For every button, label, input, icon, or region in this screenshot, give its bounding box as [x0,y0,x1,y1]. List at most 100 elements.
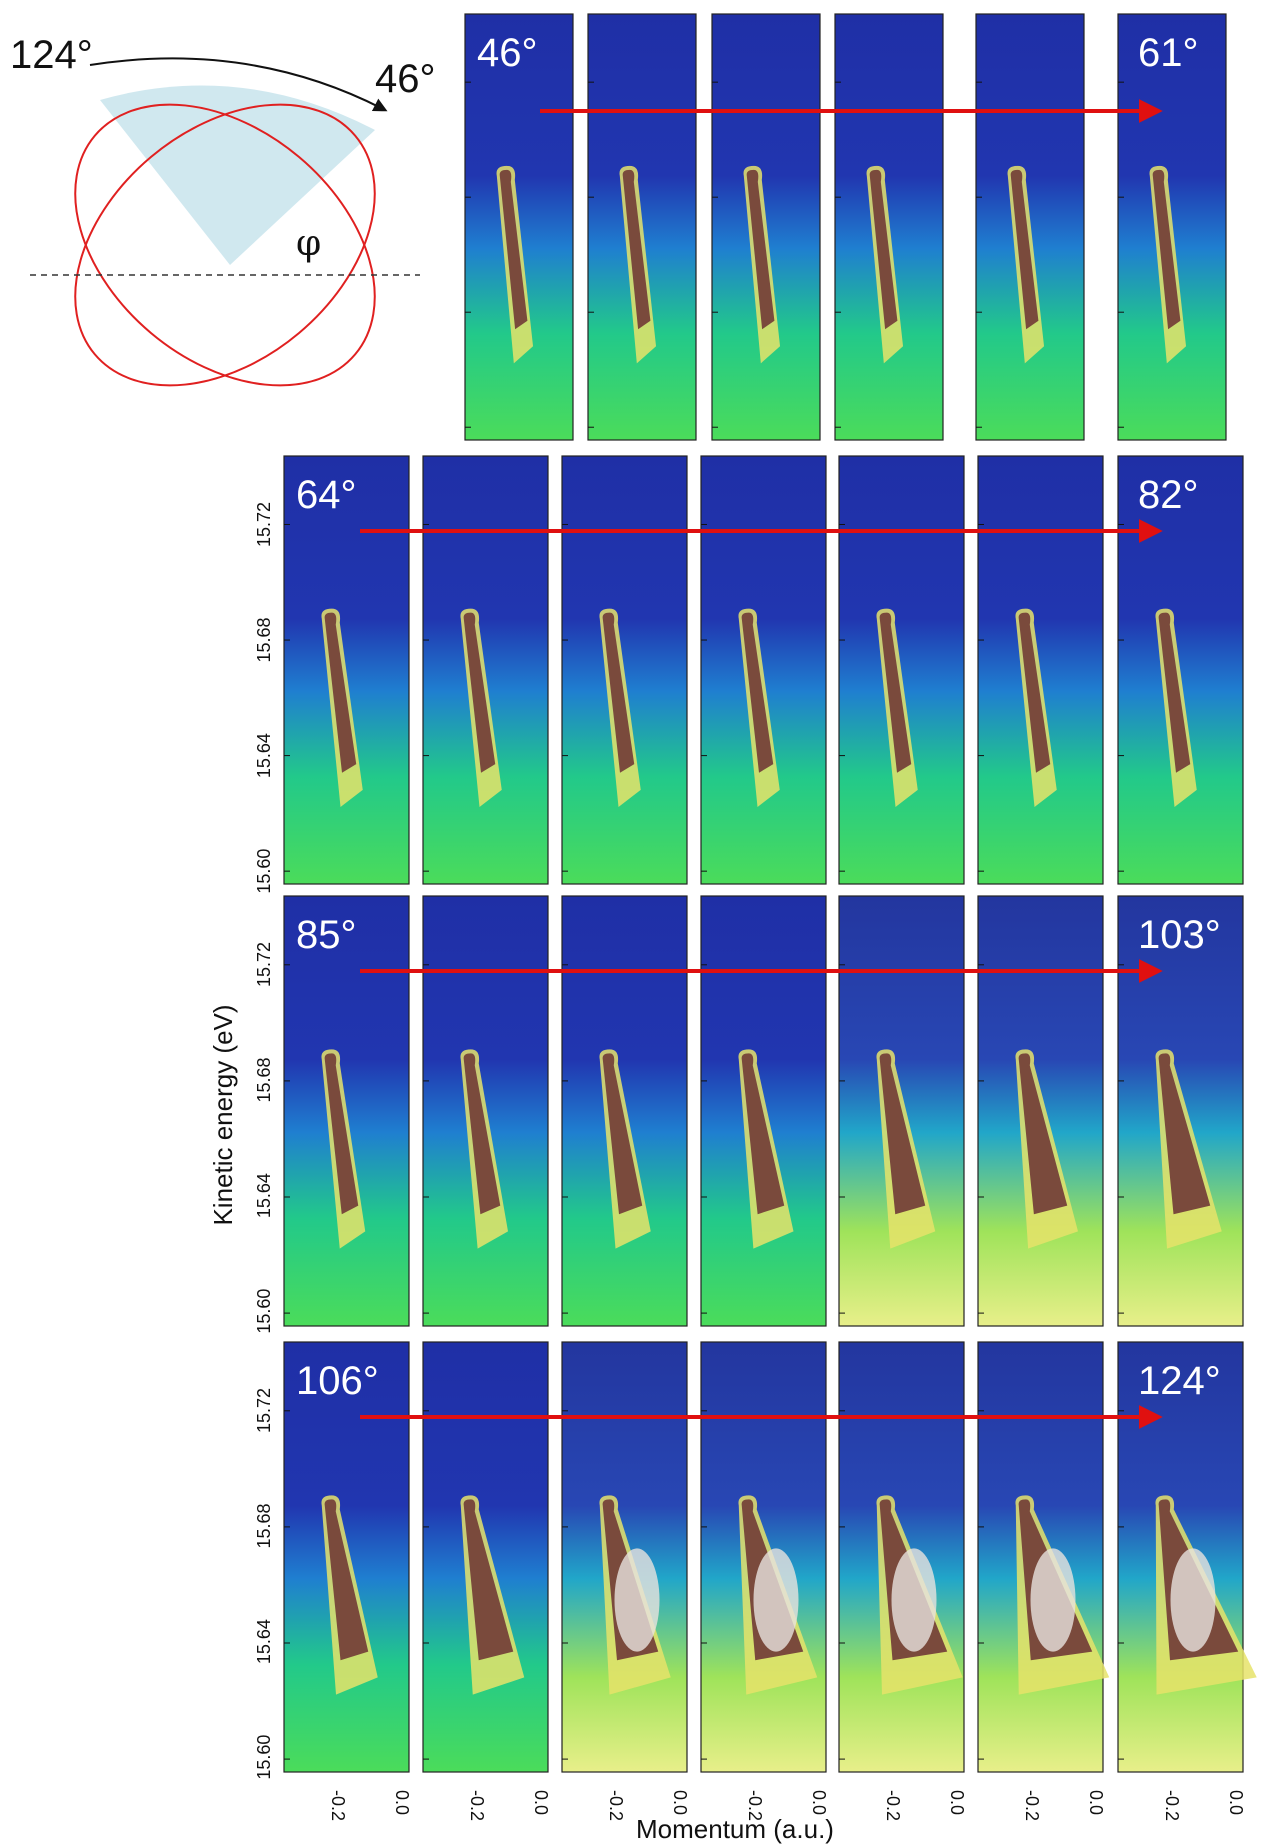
arpes-panel [700,895,827,1327]
arpes-panel [587,13,697,441]
arpes-panel [283,895,410,1327]
band-core [869,169,898,330]
arpes-panel [977,455,1104,885]
panel-background [561,455,688,885]
arpes-panel [838,895,965,1327]
arpes-panel [834,13,944,441]
band-highlight [614,1548,660,1652]
energy-tick-label: 15.72 [254,1388,274,1433]
arpes-panel [838,1341,965,1773]
band-core [1018,612,1051,773]
panel-background [700,455,827,885]
band-core [1152,169,1181,330]
momentum-tick-label: -0.2 [1162,1790,1182,1821]
band-core [1010,169,1039,330]
momentum-tick-label: -0.2 [606,1790,626,1821]
phi-label: φ [296,223,321,264]
band-core [324,612,357,773]
arpes-panel [1117,1341,1257,1773]
momentum-tick-label: 0.0 [947,1790,967,1815]
band-core [879,612,912,773]
panel-background [977,455,1104,885]
arpes-panel [561,1341,688,1773]
band-core [1158,1053,1211,1215]
rotation-arrow [89,57,388,112]
arpes-panel [422,455,549,885]
momentum-tick-label: 0.0 [1086,1790,1106,1815]
band-core [463,612,496,773]
end-angle-panel-label: 103° [1138,913,1221,957]
arpes-panel [561,895,688,1327]
end-angle-label: 46° [375,57,436,101]
energy-tick-label: 15.68 [254,618,274,663]
panel-row: 46° 61° [464,13,1227,441]
band-core [499,169,528,330]
momentum-tick-label: -0.2 [328,1790,348,1821]
momentum-tick-label: 0.0 [670,1790,690,1815]
ellipse-b [74,103,376,387]
x-axis-label: Momentum (a.u.) [636,1814,834,1844]
band-core [324,1053,359,1215]
energy-tick-label: 15.64 [254,733,274,778]
arpes-panel [700,455,827,885]
end-angle-panel-label: 82° [1138,473,1199,517]
energy-tick-label: 15.72 [254,942,274,987]
end-angle-panel-label: 124° [1138,1359,1221,1403]
band-core [463,1053,501,1215]
momentum-tick-label: -0.2 [745,1790,765,1821]
angular-sector [100,85,375,265]
arpes-panel [977,1341,1110,1773]
band-highlight [753,1548,799,1652]
energy-tick-label: 15.60 [254,849,274,894]
band-core [1018,1053,1068,1215]
polarization-schematic: 124° 46° φ [10,33,436,387]
band-core [602,612,635,773]
end-angle-panel-label: 61° [1138,31,1199,75]
energy-tick-label: 15.60 [254,1289,274,1334]
band-core [1158,612,1191,773]
band-highlight [1170,1548,1216,1652]
energy-tick-label: 15.68 [254,1058,274,1103]
arpes-panel [283,1341,410,1773]
band-highlight [1030,1548,1076,1652]
band-core [741,612,774,773]
arpes-panel [422,895,549,1327]
band-core [741,1053,785,1215]
arpes-panel [464,13,574,441]
arpes-panel [561,455,688,885]
panel-background [422,455,549,885]
ellipse-a [74,103,376,387]
arpes-panel [977,895,1104,1327]
panel-row: 106° 124° [283,1341,1257,1773]
start-angle-panel-label: 106° [296,1359,379,1403]
band-core [746,169,775,330]
band-core [463,1499,514,1661]
band-highlight [891,1548,937,1652]
arpes-panel [1117,895,1244,1327]
arpes-panel [838,455,965,885]
arpes-panel [283,455,410,885]
panel-background [838,455,965,885]
band-core [602,1053,643,1215]
momentum-tick-label: -0.2 [883,1790,903,1821]
band-core [324,1499,369,1661]
energy-tick-label: 15.64 [254,1173,274,1218]
momentum-tick-label: 0.0 [531,1790,551,1815]
panel-row: 64° 82° [283,455,1244,885]
energy-tick-label: 15.72 [254,502,274,547]
panel-background [283,455,410,885]
y-axis-label: Kinetic energy (eV) [208,1004,238,1225]
start-angle-panel-label: 64° [296,473,357,517]
band-core [879,1053,926,1215]
momentum-tick-label: 0.0 [1226,1790,1246,1815]
start-angle-panel-label: 46° [477,31,538,75]
momentum-tick-label: 0.0 [809,1790,829,1815]
energy-tick-label: 15.68 [254,1504,274,1549]
momentum-tick-label: 0.0 [392,1790,412,1815]
panel-grid: 46° 61° 64° 82° 85° 103° 106° 124° 15.72 15.68 15.… [254,13,1257,1821]
arpes-panel [700,1341,827,1773]
arpes-panel [711,13,821,441]
start-angle-label: 124° [10,33,93,77]
start-angle-panel-label: 85° [296,913,357,957]
